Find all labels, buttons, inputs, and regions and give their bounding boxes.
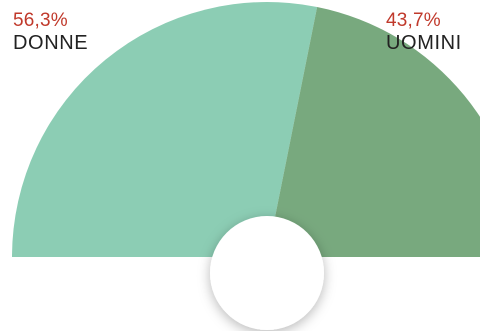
slice-uomini (267, 6, 480, 257)
value-label-donne: 56,3% (13, 10, 68, 31)
value-label-uomini: 43,7% (386, 10, 441, 31)
slice-donne (12, 2, 318, 258)
center-hole (210, 216, 324, 330)
category-label-uomini: UOMINI (386, 32, 462, 54)
category-label-donne: DONNE (13, 32, 89, 54)
label-donne: 56,3% DONNE (13, 10, 88, 54)
label-uomini: 43,7% UOMINI (386, 10, 462, 54)
